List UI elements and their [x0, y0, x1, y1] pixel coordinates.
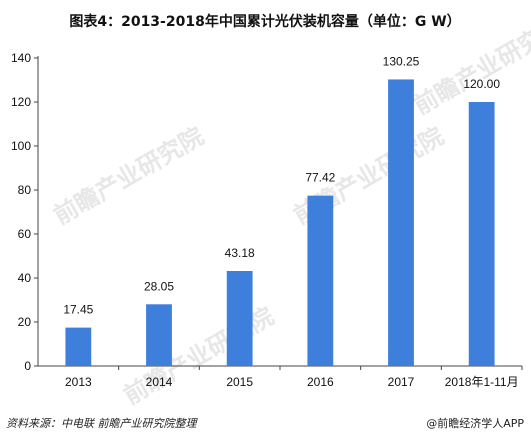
- x-tick-label: 2018年1-11月: [445, 375, 519, 389]
- y-tick-label: 60: [18, 227, 32, 241]
- axes: 0 20 40 60 80 100 120 140 2013 2014 2015 2016 2017 20…: [11, 51, 523, 389]
- data-label: 120.00: [463, 77, 500, 91]
- y-tick-label: 0: [24, 359, 31, 373]
- y-tick-label: 140: [11, 51, 31, 65]
- data-label: 43.18: [225, 246, 255, 260]
- y-tick-label: 120: [11, 95, 31, 109]
- bar: [468, 102, 495, 366]
- bar: [307, 195, 334, 366]
- data-label: 130.25: [383, 54, 420, 68]
- bars: [65, 79, 495, 366]
- source-note: 资料来源：中电联 前瞻产业研究院整理: [6, 417, 198, 430]
- x-tick-label: 2013: [65, 375, 92, 389]
- x-tick-label: 2015: [226, 375, 253, 389]
- chart-title: 图表4：2013-2018年中国累计光伏装机容量（单位：G W）: [69, 13, 460, 30]
- data-labels: 17.45 28.05 43.18 77.42 130.25 120.00: [63, 54, 500, 316]
- data-label: 17.45: [63, 303, 93, 317]
- bar: [388, 79, 414, 366]
- bar: [65, 327, 92, 366]
- y-tick-label: 100: [11, 139, 31, 153]
- bar: [226, 271, 253, 366]
- data-label: 28.05: [144, 279, 174, 293]
- watermark-text: 前瞻产业研究院: [119, 302, 278, 410]
- y-tick-label: 40: [18, 271, 32, 285]
- x-tick-label: 2017: [388, 375, 415, 389]
- y-tick-label: 80: [18, 183, 32, 197]
- bar: [146, 304, 172, 366]
- x-tick-label: 2014: [146, 375, 173, 389]
- x-tick-label: 2016: [307, 375, 334, 389]
- data-label: 77.42: [305, 171, 335, 185]
- watermark-text: 前瞻产业研究院: [49, 122, 208, 230]
- y-tick-label: 20: [18, 315, 32, 329]
- watermark: 前瞻产业研究院 前瞻产业研究院 前瞻产业研究院 前瞻产业研究院: [49, 12, 531, 410]
- brand-note: @前瞻经济学人APP: [426, 416, 524, 430]
